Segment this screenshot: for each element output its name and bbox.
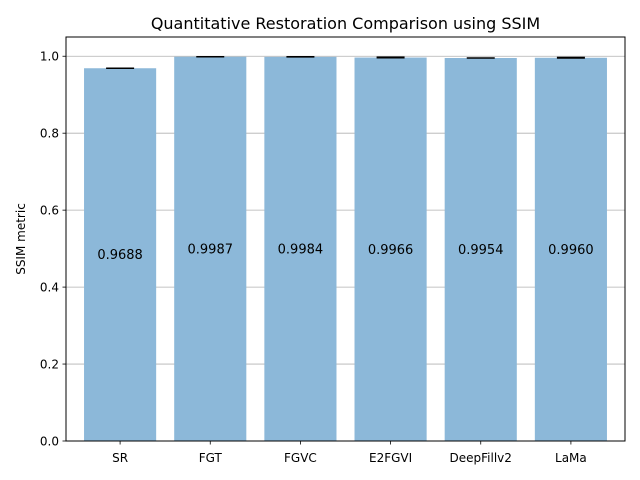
- value-label: 0.9984: [278, 242, 324, 257]
- x-tick-label: DeepFillv2: [450, 451, 512, 465]
- y-tick-label: 0.0: [40, 435, 59, 449]
- y-tick-label: 0.4: [40, 281, 59, 295]
- bar: [534, 57, 607, 442]
- bar: [444, 58, 517, 442]
- bar: [354, 57, 427, 441]
- bars: [84, 56, 607, 442]
- y-tick-label: 0.6: [40, 204, 59, 218]
- value-label: 0.9960: [548, 243, 594, 258]
- y-tick-label: 1.0: [40, 50, 59, 64]
- x-tick-label: SR: [112, 451, 128, 465]
- y-tick-label: 0.8: [40, 127, 59, 141]
- x-tick-label: LaMa: [555, 451, 587, 465]
- value-label: 0.9688: [97, 248, 143, 263]
- y-axis-label: SSIM metric: [14, 203, 28, 275]
- x-axis: SR FGT FGVC E2FGVI DeepFillv2 LaMa: [112, 441, 587, 465]
- x-tick-label: FGT: [199, 451, 223, 465]
- bar: [174, 56, 247, 442]
- x-tick-label: E2FGVI: [369, 451, 412, 465]
- y-tick-label: 0.2: [40, 358, 59, 372]
- chart-title: Quantitative Restoration Comparison usin…: [151, 14, 540, 33]
- bar: [84, 68, 157, 441]
- plot-frame: [65, 36, 626, 442]
- y-axis: 0.0 0.2 0.4 0.6 0.8 1.0: [40, 50, 66, 449]
- bar: [264, 56, 337, 442]
- value-label: 0.9954: [458, 243, 504, 258]
- error-bars: [106, 55, 585, 70]
- value-label: 0.9987: [188, 242, 234, 257]
- value-labels: 0.9688 0.9987 0.9984 0.9966 0.9954 0.9960: [97, 242, 593, 263]
- value-label: 0.9966: [368, 243, 414, 258]
- x-tick-label: FGVC: [284, 451, 317, 465]
